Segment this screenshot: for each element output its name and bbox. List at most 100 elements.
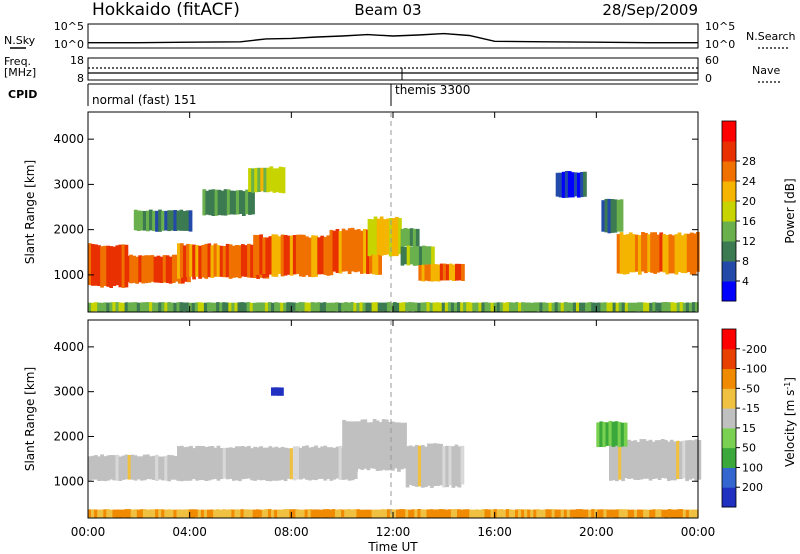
data-cell [645, 440, 650, 479]
data-cell [319, 509, 324, 518]
data-cell [505, 302, 510, 312]
data-cell [685, 509, 690, 518]
data-cell [314, 235, 318, 277]
data-cell [354, 421, 359, 472]
data-cell [338, 302, 342, 312]
noise-left-tick-top: 10^5 [54, 20, 84, 33]
data-cell [213, 447, 218, 479]
data-cell [380, 509, 385, 518]
data-cell [487, 302, 492, 312]
data-cell [393, 509, 397, 518]
data-cell [161, 302, 165, 312]
data-cell [299, 447, 303, 480]
data-cell [228, 302, 232, 312]
data-cell [179, 302, 184, 312]
data-cell [347, 509, 351, 518]
data-cell [455, 263, 459, 281]
data-cell [603, 302, 608, 312]
data-cell [599, 421, 604, 447]
data-cell [246, 509, 251, 518]
colorbar-swatch [722, 348, 736, 370]
data-cell [655, 509, 659, 518]
data-cell [511, 509, 516, 518]
data-cell [180, 243, 184, 278]
data-cell [249, 509, 254, 518]
data-cell [222, 509, 226, 518]
data-cell [216, 302, 220, 312]
x-tick-label: 12:00 [376, 525, 411, 539]
data-cell [139, 210, 144, 231]
data-cell [397, 422, 401, 472]
data-cell [624, 302, 629, 312]
colorbar-swatch [722, 201, 736, 222]
data-cell [600, 302, 605, 312]
data-cell [680, 235, 685, 273]
data-cell [567, 171, 572, 198]
data-cell [657, 440, 662, 480]
data-cell [144, 255, 149, 284]
data-cell [418, 265, 423, 281]
data-cell [641, 232, 645, 272]
data-cell [627, 302, 632, 312]
data-cell [332, 302, 336, 312]
data-cell [304, 302, 309, 312]
data-cell [317, 447, 321, 479]
data-cell [371, 509, 376, 518]
data-cell [533, 509, 537, 518]
colorbar-tick-label: -50 [742, 382, 760, 395]
data-cell [341, 509, 345, 518]
data-cell [588, 302, 592, 312]
data-cell [615, 302, 620, 312]
data-cell [283, 509, 287, 518]
data-cell [322, 509, 327, 518]
data-cell [124, 509, 129, 518]
data-cell [164, 509, 168, 518]
data-cell [344, 302, 348, 312]
data-cell [97, 456, 101, 481]
colorbar-tick-label: -200 [742, 343, 767, 356]
data-cell [542, 509, 547, 518]
velocity-panel: 1000 2000 3000 4000 Slant Range [km] 200 100… [23, 319, 797, 519]
colorbar-swatch [722, 221, 736, 242]
data-cell [88, 456, 92, 482]
data-cell [654, 440, 659, 479]
data-cell [551, 302, 556, 312]
data-cell [436, 264, 441, 282]
data-cell [674, 234, 679, 275]
data-cell [665, 235, 670, 275]
data-cell [326, 447, 331, 479]
data-cell [277, 387, 281, 396]
data-cell [295, 446, 300, 480]
nave-right-tick-top: 60 [705, 54, 719, 67]
data-cell [566, 509, 571, 518]
data-cell [173, 210, 178, 231]
data-cell [247, 243, 251, 278]
data-cell [188, 302, 193, 312]
data-cell [180, 445, 184, 482]
data-cell [530, 302, 534, 312]
data-cell [677, 232, 682, 272]
data-cell [88, 243, 92, 286]
data-cell [511, 302, 516, 312]
data-cell [149, 302, 153, 312]
data-cell [265, 237, 270, 278]
data-cell [261, 509, 266, 518]
data-cell [393, 302, 397, 312]
data-cell [328, 302, 333, 312]
data-cell [425, 246, 429, 265]
data-cell [400, 246, 405, 266]
data-cell [394, 422, 398, 469]
data-cell [344, 509, 348, 518]
data-cell [197, 302, 202, 312]
data-cell [167, 210, 171, 232]
data-cell [518, 302, 522, 312]
data-cell [371, 302, 376, 312]
data-cell [418, 246, 423, 266]
data-cell [271, 447, 276, 481]
data-cell [223, 189, 228, 216]
data-cell [136, 509, 141, 518]
data-cell [619, 232, 624, 274]
data-cell [353, 509, 357, 518]
data-cell [612, 509, 617, 518]
data-cell [557, 302, 562, 312]
